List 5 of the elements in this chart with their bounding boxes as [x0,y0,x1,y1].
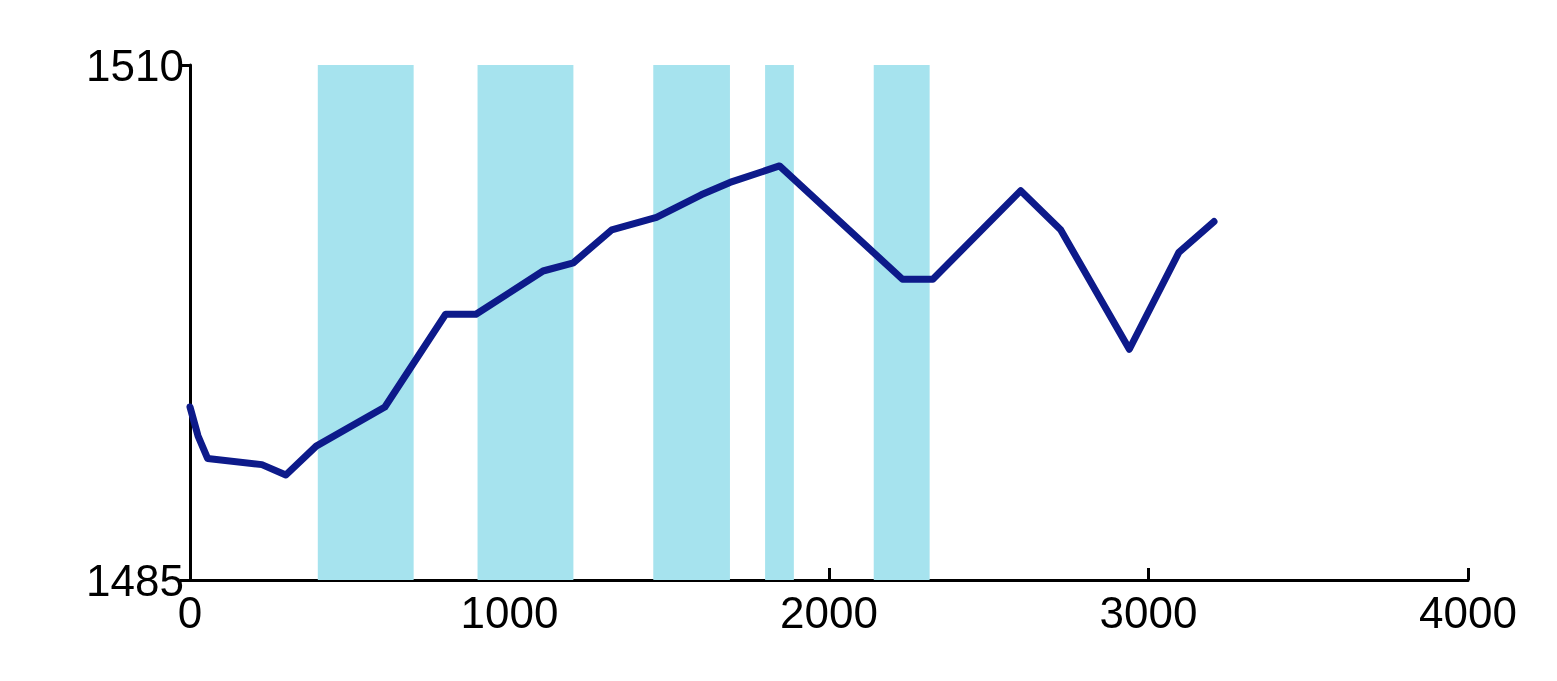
x-tick-label: 4000 [1419,587,1517,637]
x-tick-label: 1000 [460,587,559,637]
y-tick-label: 1510 [86,40,184,90]
x-tick-label: 3000 [1099,587,1198,637]
x-tick-label: 2000 [780,587,878,637]
